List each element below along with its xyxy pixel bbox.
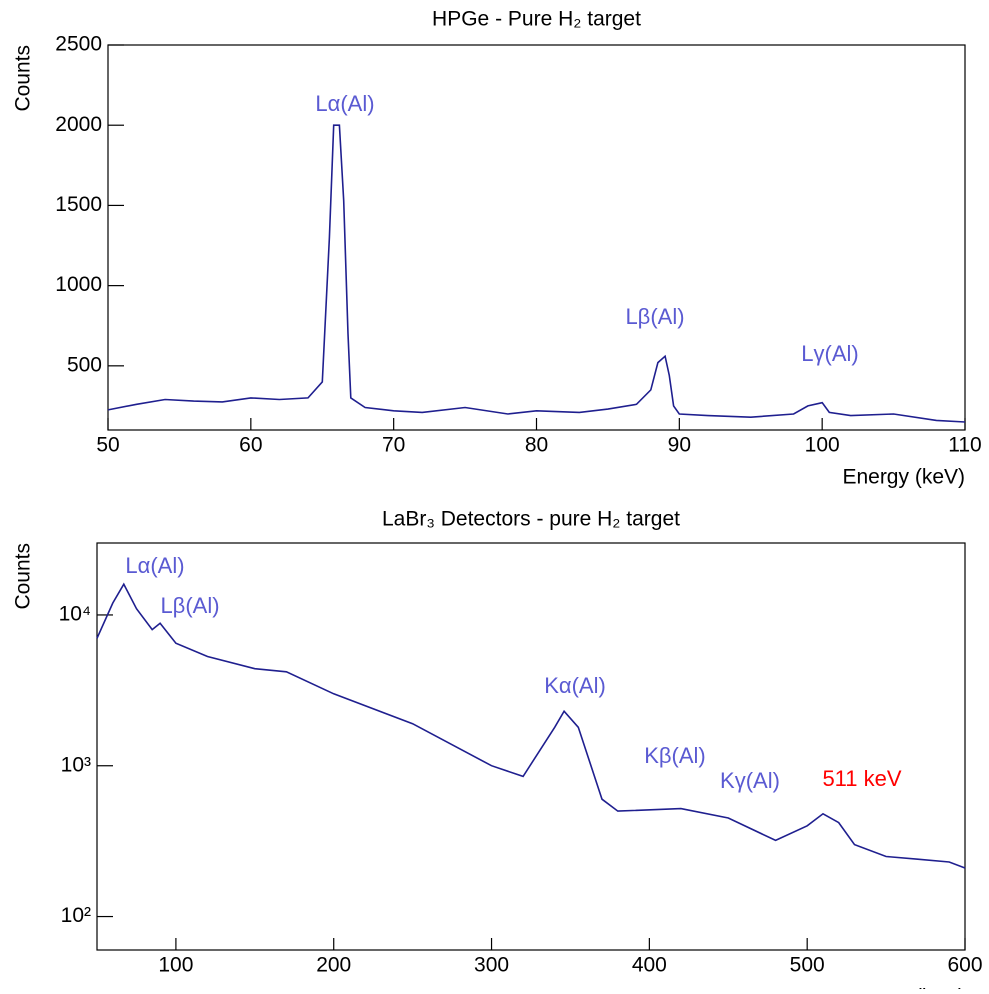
- x-axis-label: Energy (keV): [842, 986, 965, 989]
- peak-annotation: 511 keV: [822, 766, 901, 791]
- peak-annotation: Kβ(Al): [644, 743, 706, 768]
- y-tick-label: 500: [67, 353, 102, 376]
- y-tick-label: 2000: [55, 113, 102, 136]
- peak-annotation: Lα(Al): [315, 91, 374, 116]
- spectrum-line: [96, 582, 966, 869]
- y-tick-label: 10²: [61, 904, 91, 927]
- x-tick-label: 500: [790, 954, 825, 977]
- x-axis-label: Energy (keV): [842, 466, 965, 489]
- x-tick-label: 100: [158, 954, 193, 977]
- y-tick-label: 1500: [55, 193, 102, 216]
- peak-annotation: Lβ(Al): [625, 304, 684, 329]
- x-tick-label: 70: [382, 434, 405, 457]
- peak-annotation: Kα(Al): [544, 673, 606, 698]
- x-tick-label: 400: [632, 954, 667, 977]
- peak-annotation: Lγ(Al): [801, 341, 858, 366]
- x-tick-label: 50: [96, 434, 119, 457]
- chart-title: HPGe - Pure H₂ target: [432, 8, 641, 31]
- peak-annotation: Lα(Al): [125, 553, 184, 578]
- y-axis-label: Counts: [12, 543, 35, 610]
- x-tick-label: 60: [239, 434, 262, 457]
- x-tick-label: 200: [316, 954, 351, 977]
- plot-frame: [96, 542, 966, 951]
- y-tick-label: 1000: [55, 273, 102, 296]
- y-tick-label: 2500: [55, 33, 102, 56]
- y-tick-label: 10³: [61, 753, 91, 776]
- peak-annotation: Kγ(Al): [720, 768, 780, 793]
- x-tick-label: 100: [805, 434, 840, 457]
- y-tick-label: 10⁴: [59, 602, 91, 625]
- plot-frame: [107, 44, 966, 431]
- x-tick-label: 300: [474, 954, 509, 977]
- y-axis-label: Counts: [12, 45, 35, 112]
- x-tick-label: 600: [947, 954, 982, 977]
- chart-title: LaBr₃ Detectors - pure H₂ target: [382, 508, 680, 531]
- peak-annotation: Lβ(Al): [160, 593, 219, 618]
- x-tick-label: 110: [948, 434, 981, 457]
- spectrum-line: [107, 124, 966, 423]
- x-tick-label: 90: [668, 434, 691, 457]
- x-tick-label: 80: [525, 434, 548, 457]
